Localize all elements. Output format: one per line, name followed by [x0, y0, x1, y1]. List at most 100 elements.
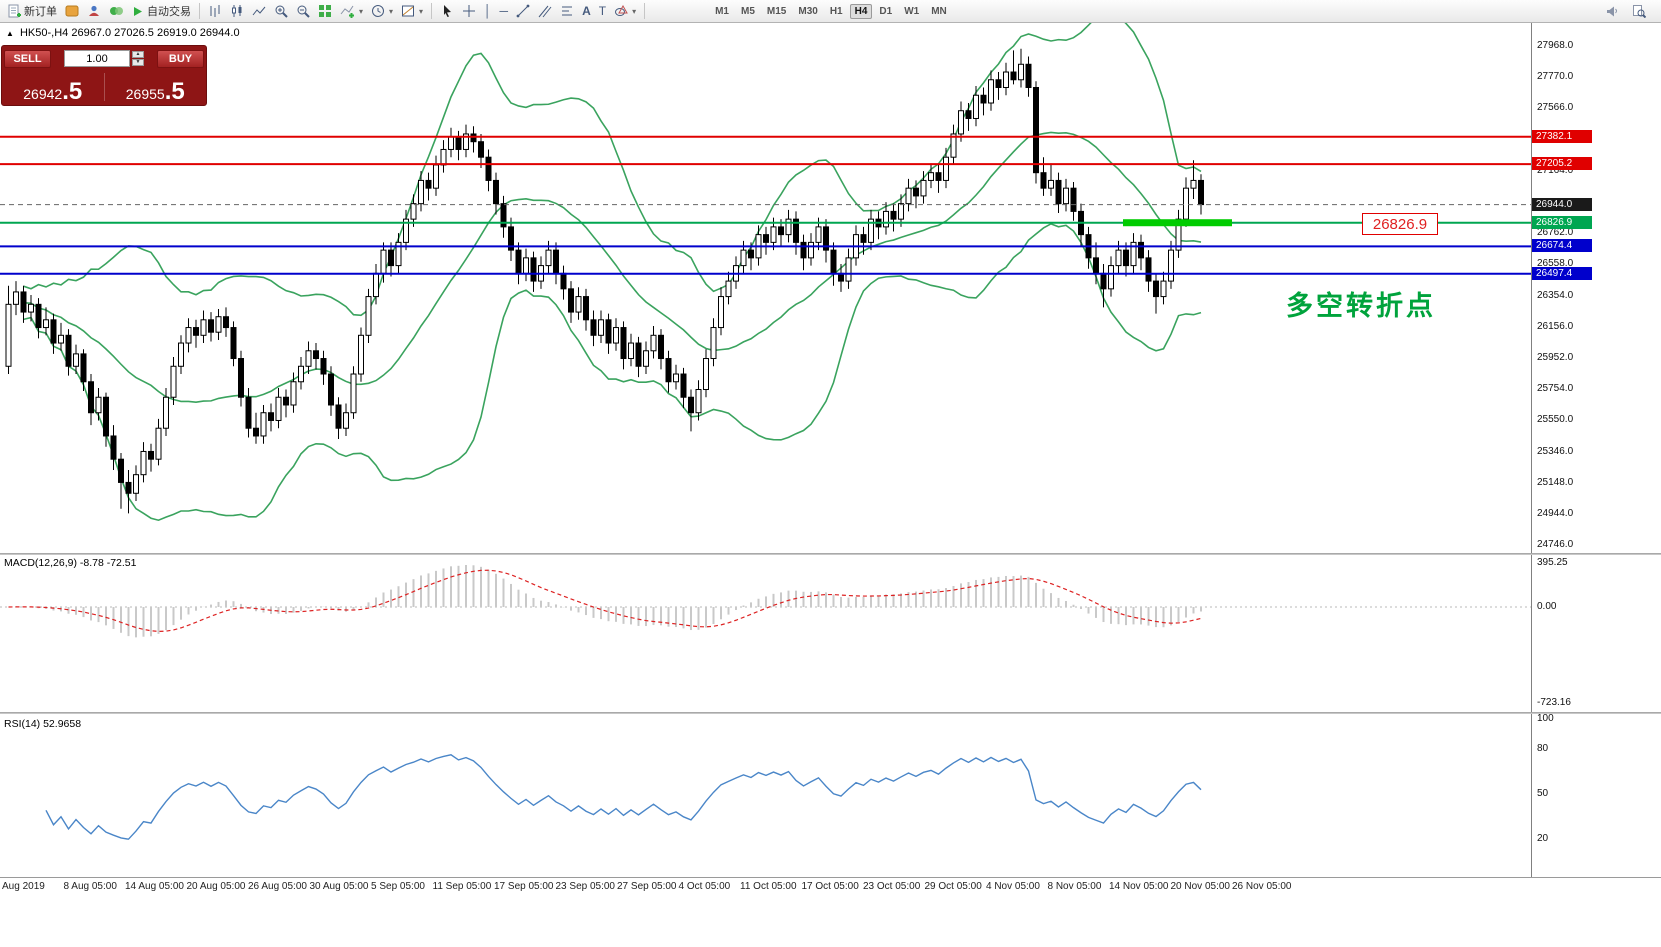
autotrading-label: 自动交易 — [147, 6, 191, 18]
price-axis-label: 25346.0 — [1537, 446, 1574, 458]
time-axis-label: 30 Aug 05:00 — [309, 881, 369, 892]
fibonacci-tool-button[interactable] — [557, 2, 577, 21]
price-axis-label: 24944.0 — [1537, 508, 1574, 520]
macd-panel-canvas[interactable] — [0, 555, 1531, 712]
timeframe-button-M15[interactable]: M15 — [766, 5, 787, 17]
autotrading-play-icon — [134, 6, 142, 16]
label-tool-button[interactable]: T — [596, 2, 609, 21]
news-button[interactable] — [1602, 2, 1623, 21]
price-axis-label: 24746.0 — [1537, 538, 1574, 550]
cursor-tool-button[interactable] — [437, 2, 457, 21]
time-axis-label: 4 Oct 05:00 — [678, 881, 731, 892]
rsi-line — [45, 754, 1202, 840]
line-chart-mode-button[interactable] — [249, 2, 269, 21]
buy-price-main: 26955 — [125, 86, 165, 102]
volume-down-button[interactable]: ▼ — [132, 59, 144, 66]
timeframe-button-D1[interactable]: D1 — [879, 5, 893, 17]
sell-button[interactable]: SELL — [4, 49, 51, 68]
time-axis-label: 20 Aug 05:00 — [186, 881, 246, 892]
zoom-in-button[interactable] — [271, 2, 291, 21]
horizontal-line-icon: ─ — [499, 4, 509, 18]
panel-splitter[interactable] — [0, 712, 1661, 714]
timeframe-button-M1[interactable]: M1 — [715, 5, 729, 17]
channel-tool-button[interactable] — [535, 2, 555, 21]
autotrading-button[interactable]: 自动交易 — [128, 2, 194, 21]
zoom-out-button[interactable] — [293, 2, 313, 21]
symbol-period-label: HK50-,H4 — [19, 27, 69, 39]
buy-button[interactable]: BUY — [157, 49, 204, 68]
rsi-panel-canvas[interactable] — [0, 714, 1531, 877]
templates-button[interactable]: ▾ — [398, 2, 426, 21]
volume-input[interactable] — [64, 50, 130, 67]
template-icon — [402, 5, 415, 17]
search-button[interactable] — [1629, 2, 1649, 21]
tile-windows-button[interactable] — [315, 2, 335, 21]
candlestick-mode-button[interactable] — [227, 2, 247, 21]
cursor-icon — [444, 5, 452, 17]
price-tag: 27382.1 — [1532, 129, 1592, 143]
text-tool-button[interactable]: A — [579, 2, 594, 21]
panel-splitter[interactable] — [0, 553, 1661, 555]
trendline-tool-button[interactable] — [513, 2, 533, 21]
price-axis-label: 26558.0 — [1537, 258, 1574, 270]
time-axis-label: 11 Oct 05:00 — [740, 881, 797, 892]
sell-price-pips: .5 — [62, 78, 83, 105]
price-chart-canvas[interactable] — [0, 23, 1531, 553]
time-axis-label: 14 Aug 05:00 — [125, 881, 184, 892]
price-axis-label: 25754.0 — [1537, 382, 1574, 394]
sell-price-main: 26942 — [23, 86, 63, 102]
horizontal-line-tool-button[interactable]: ─ — [497, 2, 512, 21]
time-axis-label: Aug 2019 — [2, 881, 45, 892]
time-axis-label: 11 Sep 05:00 — [432, 881, 492, 892]
templates-caret-icon: ▾ — [419, 6, 424, 16]
buy-price[interactable]: 26955 .5 — [105, 69, 207, 105]
price-axis-label: 26354.0 — [1537, 289, 1574, 301]
time-axis-label: 26 Aug 05:00 — [248, 881, 307, 892]
timeframe-button-W1[interactable]: W1 — [904, 5, 920, 17]
rsi-axis-label: 80 — [1537, 743, 1549, 754]
crosshair-tool-button[interactable] — [459, 2, 479, 21]
bar-chart-icon — [210, 5, 220, 17]
new-order-icon — [8, 4, 21, 18]
volume-up-button[interactable]: ▲ — [132, 51, 144, 58]
chart-annotation-text: 多空转折点 — [1286, 291, 1436, 321]
price-axis-label: 27770.0 — [1537, 70, 1574, 82]
indicators-button[interactable]: ▾ — [337, 2, 366, 21]
timeframe-button-MN[interactable]: MN — [931, 5, 947, 17]
shapes-tool-button[interactable]: ▾ — [611, 2, 639, 21]
market-watch-button[interactable] — [62, 2, 82, 21]
horizontal-level-lines — [0, 135, 1531, 275]
indicators-caret-icon: ▾ — [359, 6, 364, 16]
price-tag: 26674.4 — [1532, 239, 1592, 253]
market-icon — [65, 5, 79, 17]
timeframe-button-M5[interactable]: M5 — [741, 5, 755, 17]
bar-chart-mode-button[interactable] — [205, 2, 225, 21]
price-callout-label[interactable]: 26826.9 — [1362, 213, 1438, 235]
price-tag: 26826.9 — [1532, 215, 1592, 229]
time-axis-label: 29 Oct 05:00 — [924, 881, 982, 892]
time-axis-label: 4 Nov 05:00 — [986, 881, 1040, 892]
time-axis-label: 20 Nov 05:00 — [1170, 881, 1231, 892]
timeframe-button-H1[interactable]: H1 — [829, 5, 843, 17]
community-button[interactable] — [106, 2, 126, 21]
fibonacci-icon — [562, 6, 573, 16]
trade-panel-divider — [103, 73, 105, 101]
price-axis-label: 27566.0 — [1537, 102, 1574, 114]
sell-price[interactable]: 26942 .5 — [2, 69, 104, 105]
profile-button[interactable] — [84, 2, 104, 21]
macd-signal-line — [8, 569, 1202, 632]
vertical-line-tool-button[interactable]: │ — [481, 2, 495, 21]
timeframe-button-H4[interactable]: H4 — [849, 3, 873, 19]
periods-button[interactable]: ▾ — [368, 2, 396, 21]
time-axis-label: 14 Nov 05:00 — [1109, 881, 1169, 892]
macd-histogram — [15, 565, 1202, 638]
price-axis[interactable]: 27968.027770.027566.027164.026762.026558… — [1531, 23, 1661, 877]
panel-toggle-icon[interactable]: ▲ — [6, 29, 14, 38]
time-axis[interactable]: Aug 2019 8 Aug 05:00 14 Aug 05:00 20 Aug 05… — [0, 878, 1661, 947]
shapes-caret-icon: ▾ — [632, 6, 637, 16]
new-order-button[interactable]: 新订单 — [4, 2, 60, 21]
community-icon — [110, 7, 123, 15]
periods-caret-icon: ▾ — [389, 6, 394, 16]
timeframe-button-M30[interactable]: M30 — [798, 5, 818, 17]
time-axis-label: 17 Oct 05:00 — [801, 881, 859, 892]
